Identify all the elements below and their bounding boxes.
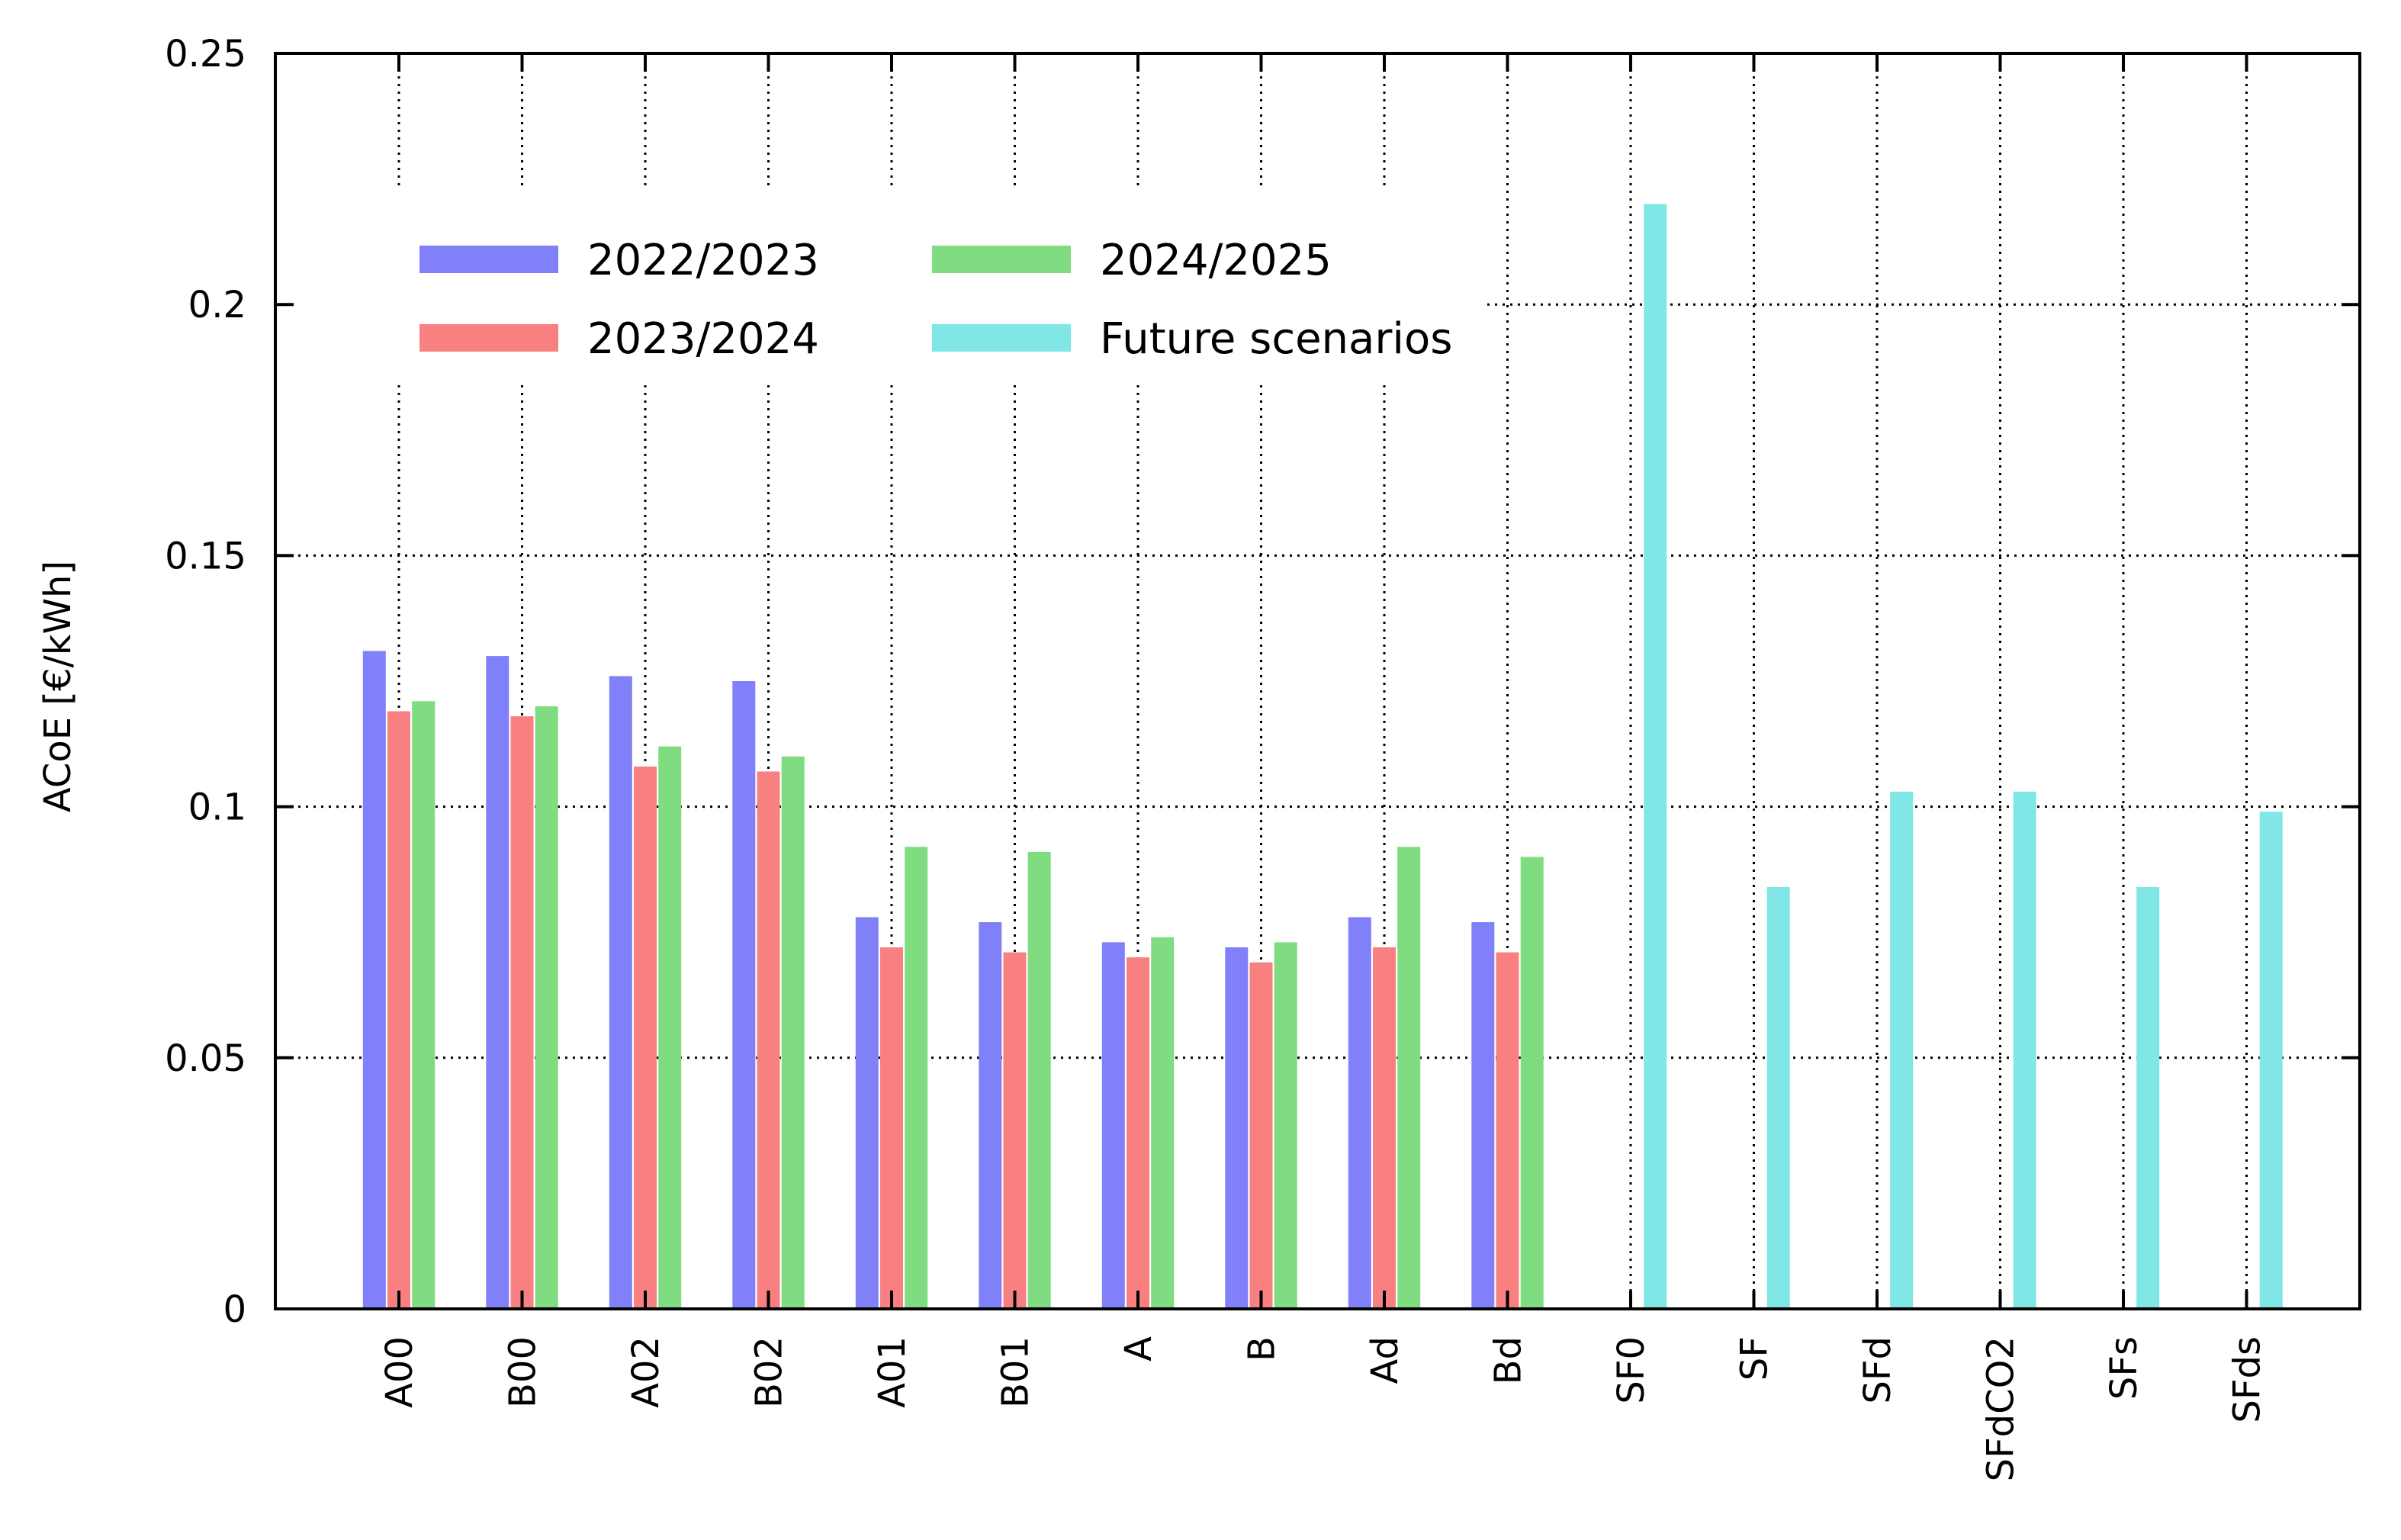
bar-A01-2024-2025 bbox=[905, 847, 928, 1309]
bar-A01-2023-2024 bbox=[880, 947, 903, 1309]
legend-label: 2024/2025 bbox=[1100, 236, 1332, 285]
bar-B-2022-2023 bbox=[1225, 947, 1249, 1309]
bar-SFds-future-scenarios bbox=[2259, 812, 2283, 1309]
y-axis-label: ACoE [€/kWh] bbox=[37, 561, 79, 812]
legend-swatch bbox=[419, 246, 558, 273]
bar-B00-2022-2023 bbox=[486, 656, 509, 1309]
legend-label: 2023/2024 bbox=[587, 314, 819, 364]
y-tick-label: 0.05 bbox=[165, 1037, 246, 1080]
bar-B00-2023-2024 bbox=[510, 716, 534, 1309]
x-tick-label: B bbox=[1241, 1336, 1284, 1362]
bars bbox=[362, 204, 2283, 1309]
y-tick-label: 0.15 bbox=[165, 535, 246, 577]
bar-Ad-2024-2025 bbox=[1397, 847, 1421, 1309]
bar-B-2024-2025 bbox=[1274, 942, 1297, 1309]
x-tick-label: B02 bbox=[748, 1336, 791, 1408]
bar-SFs-future-scenarios bbox=[2136, 886, 2160, 1309]
bar-B-2023-2024 bbox=[1249, 962, 1273, 1309]
x-tick-label: SFs bbox=[2103, 1336, 2145, 1400]
bar-SFd-future-scenarios bbox=[1890, 791, 1914, 1309]
legend-swatch bbox=[419, 324, 558, 352]
bar-A02-2023-2024 bbox=[634, 766, 657, 1309]
bar-B02-2022-2023 bbox=[732, 681, 756, 1309]
x-tick-label: SFdCO2 bbox=[1980, 1336, 2023, 1481]
bar-A01-2022-2023 bbox=[855, 917, 879, 1309]
x-tick-label: SFds bbox=[2226, 1336, 2269, 1423]
bar-SFdCO2-future-scenarios bbox=[2013, 791, 2036, 1309]
bar-A02-2024-2025 bbox=[658, 746, 682, 1309]
bar-Ad-2022-2023 bbox=[1348, 917, 1371, 1309]
x-tick-label: A02 bbox=[625, 1336, 667, 1408]
y-tick-label: 0.1 bbox=[188, 786, 246, 829]
x-tick-label: Ad bbox=[1364, 1336, 1406, 1384]
legend: 2022/2023 2023/2024 2024/2025 Future scenar… bbox=[419, 236, 1452, 364]
bar-B02-2023-2024 bbox=[757, 771, 780, 1309]
bar-Bd-2024-2025 bbox=[1520, 857, 1544, 1309]
legend-label: 2022/2023 bbox=[587, 236, 819, 285]
x-tick-label: A01 bbox=[871, 1336, 914, 1408]
x-tick-label: B01 bbox=[995, 1336, 1037, 1408]
plot-frame bbox=[274, 52, 2361, 1310]
x-tick-label: Bd bbox=[1487, 1336, 1530, 1384]
bar-Bd-2023-2024 bbox=[1496, 952, 1519, 1309]
legend-swatch bbox=[932, 246, 1071, 273]
bar-Bd-2022-2023 bbox=[1471, 922, 1495, 1309]
bar-B01-2022-2023 bbox=[979, 922, 1002, 1309]
bar-B00-2024-2025 bbox=[535, 706, 558, 1309]
x-tick-label: A bbox=[1117, 1336, 1160, 1362]
bar-A02-2022-2023 bbox=[609, 676, 632, 1309]
bar-B01-2024-2025 bbox=[1027, 851, 1051, 1309]
x-tick-label: A00 bbox=[378, 1336, 421, 1408]
bar-A-2023-2024 bbox=[1127, 957, 1149, 1309]
y-tick-label: 0 bbox=[223, 1288, 246, 1331]
x-tick-label: SF0 bbox=[1610, 1336, 1653, 1404]
legend-swatch bbox=[932, 324, 1071, 352]
bar-SF0-future-scenarios bbox=[1644, 204, 1667, 1309]
bar-B01-2023-2024 bbox=[1003, 952, 1027, 1309]
y-tick-label: 0.2 bbox=[188, 284, 246, 326]
x-tick-label: SF bbox=[1734, 1336, 1776, 1381]
grid-lines bbox=[275, 53, 2360, 1309]
x-tick-label: SFd bbox=[1856, 1336, 1899, 1404]
axes: 0 0.05 0.1 0.15 0.2 0.25 A00 B00 A02 B02 A01 B01 A B A… bbox=[165, 33, 2361, 1481]
x-tick-label: B00 bbox=[502, 1336, 545, 1408]
bar-A00-2023-2024 bbox=[387, 711, 410, 1309]
bar-A-2024-2025 bbox=[1151, 937, 1175, 1309]
bar-A-2022-2023 bbox=[1101, 942, 1125, 1309]
legend-label: Future scenarios bbox=[1100, 314, 1452, 364]
bar-SF-future-scenarios bbox=[1766, 886, 1790, 1309]
y-tick-label: 0.25 bbox=[165, 33, 246, 76]
bar-B02-2024-2025 bbox=[781, 756, 805, 1309]
bar-A00-2022-2023 bbox=[362, 651, 386, 1309]
bar-A00-2024-2025 bbox=[412, 701, 436, 1309]
bar-Ad-2023-2024 bbox=[1373, 947, 1396, 1309]
